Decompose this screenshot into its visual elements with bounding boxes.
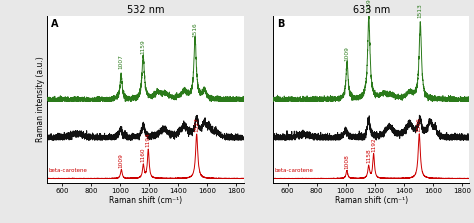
Text: 1009: 1009 [345,46,349,61]
Text: 1160: 1160 [141,148,146,163]
Text: 1159: 1159 [366,0,371,12]
Text: beta-carotene: beta-carotene [274,167,313,173]
Title: 633 nm: 633 nm [353,5,390,15]
Text: 1008: 1008 [345,154,349,169]
Text: 1158: 1158 [366,149,371,163]
Text: beta-carotene: beta-carotene [49,167,88,173]
Text: 1527: 1527 [194,118,199,132]
Text: 1194: 1194 [146,132,151,147]
Text: A: A [51,19,59,29]
Text: 1159: 1159 [141,39,146,54]
Text: 1009: 1009 [119,153,124,168]
X-axis label: Raman shift (cm⁻¹): Raman shift (cm⁻¹) [335,196,408,205]
X-axis label: Raman shift (cm⁻¹): Raman shift (cm⁻¹) [109,196,182,205]
Text: 1007: 1007 [118,55,124,70]
Text: 1506: 1506 [417,118,422,132]
Text: B: B [277,19,284,29]
Text: 1516: 1516 [192,22,198,37]
Text: 1513: 1513 [418,4,423,18]
Y-axis label: Raman intensity (a.u.): Raman intensity (a.u.) [36,56,45,142]
Text: 1192: 1192 [371,137,376,152]
Title: 532 nm: 532 nm [127,5,164,15]
